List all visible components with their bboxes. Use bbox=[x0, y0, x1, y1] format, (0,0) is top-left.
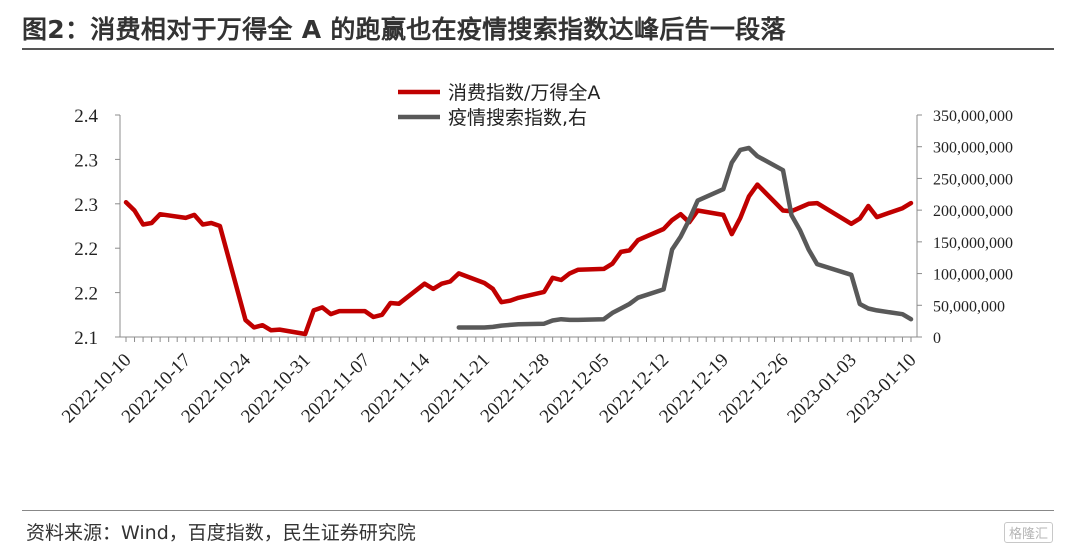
y-left-tick-label: 2.3 bbox=[74, 150, 98, 171]
axes bbox=[115, 114, 922, 342]
consumption-ratio-line bbox=[123, 182, 914, 337]
y-left-tick-label: 2.2 bbox=[74, 239, 98, 260]
y-right-tick-label: 50,000,000 bbox=[933, 298, 1005, 315]
figure-title: 图2：消费相对于万得全 A 的跑赢也在疫情搜索指数达峰后告一段落 bbox=[22, 15, 786, 44]
y-right-tick-label: 200,000,000 bbox=[933, 203, 1013, 220]
epidemic-search-line bbox=[456, 145, 914, 330]
legend-label-consumption: 消费指数/万得全A bbox=[448, 82, 600, 104]
y-right-tick-label: 100,000,000 bbox=[933, 267, 1013, 284]
y-left-tick-label: 2.3 bbox=[74, 195, 98, 216]
source-note: 资料来源：Wind，百度指数，民生证券研究院 bbox=[26, 522, 416, 544]
y-right-tick-label: 150,000,000 bbox=[933, 235, 1013, 252]
y-left-tick-label: 2.1 bbox=[74, 328, 98, 349]
legend-label-search: 疫情搜索指数,右 bbox=[448, 107, 587, 129]
y-right-tick-label: 0 bbox=[933, 330, 941, 347]
tick-labels: 2.1 2.2 2.2 2.3 2.3 2.4 0 50,000,000 100,000,000… bbox=[58, 106, 1013, 427]
y-right-tick-label: 300,000,000 bbox=[933, 140, 1013, 157]
y-left-tick-label: 2.4 bbox=[74, 106, 98, 127]
y-right-tick-label: 250,000,000 bbox=[933, 171, 1013, 188]
source-rule bbox=[22, 510, 1054, 511]
legend: 消费指数/万得全A 疫情搜索指数,右 bbox=[398, 82, 600, 129]
title-rule bbox=[22, 48, 1054, 50]
watermark-logo: 格隆汇 bbox=[1003, 522, 1053, 543]
chart: 2.1 2.2 2.2 2.3 2.3 2.4 0 50,000,000 100,000,000… bbox=[58, 82, 1013, 427]
series-lines bbox=[123, 145, 914, 337]
y-right-tick-label: 350,000,000 bbox=[933, 108, 1013, 125]
y-left-tick-label: 2.2 bbox=[74, 284, 98, 305]
